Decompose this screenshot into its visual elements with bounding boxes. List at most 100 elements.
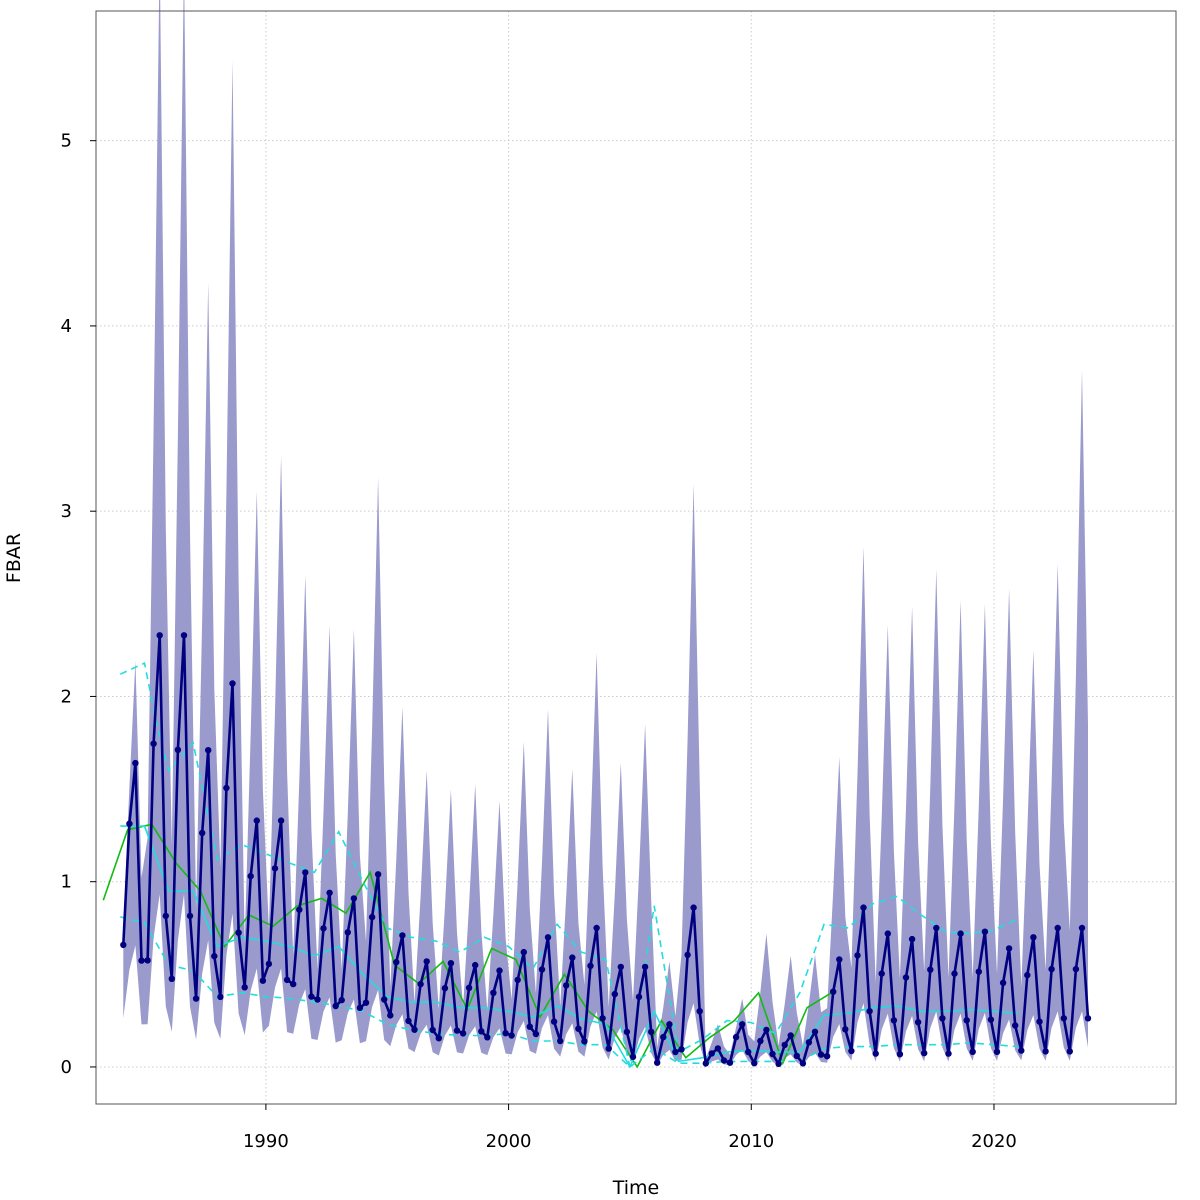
- quarterly-point: [435, 1035, 442, 1042]
- quarterly-point: [502, 1030, 509, 1037]
- quarterly-point: [751, 1060, 758, 1067]
- quarterly-point: [945, 1050, 952, 1057]
- y-tick-label: 1: [61, 872, 72, 893]
- quarterly-point: [429, 1026, 436, 1034]
- y-tick-label: 5: [61, 131, 72, 152]
- quarterly-point: [908, 935, 916, 943]
- confidence-band: [123, 0, 1088, 1066]
- quarterly-point: [902, 974, 910, 981]
- quarterly-point: [296, 906, 303, 913]
- quarterly-point: [557, 1037, 564, 1045]
- quarterly-point: [878, 970, 885, 977]
- quarterly-point: [854, 952, 861, 959]
- quarterly-point: [635, 993, 643, 1001]
- quarterly-point: [842, 1026, 849, 1033]
- quarterly-point: [381, 996, 388, 1003]
- quarterly-point: [1030, 934, 1037, 941]
- quarterly-point: [496, 967, 503, 974]
- quarterly-point: [666, 1021, 673, 1028]
- quarterly-point: [775, 1060, 782, 1068]
- quarterly-point: [283, 976, 291, 984]
- quarterly-point: [544, 934, 552, 941]
- quarterly-point: [696, 1008, 703, 1015]
- y-tick-label: 0: [61, 1057, 72, 1078]
- quarterly-point: [362, 999, 370, 1006]
- quarterly-point: [660, 1033, 667, 1041]
- quarterly-point: [817, 1051, 825, 1058]
- quarterly-point: [884, 930, 891, 937]
- quarterly-point: [253, 817, 260, 824]
- quarterly-point: [1036, 1018, 1043, 1025]
- quarterly-point: [514, 976, 521, 984]
- quarterly-point: [290, 980, 297, 988]
- quarterly-point: [787, 1032, 794, 1039]
- x-tick-label: 1990: [243, 1131, 289, 1152]
- quarterly-point: [247, 872, 254, 880]
- band-area: [123, 0, 1088, 1066]
- y-tick-label: 3: [61, 501, 72, 522]
- quarterly-point: [1005, 945, 1013, 952]
- quarterly-point: [199, 829, 206, 837]
- quarterly-point: [587, 962, 594, 969]
- quarterly-point: [981, 928, 989, 935]
- quarterly-point: [575, 1025, 582, 1032]
- quarterly-point: [1060, 1015, 1068, 1022]
- quarterly-point: [417, 980, 424, 988]
- quarterly-point: [739, 1021, 746, 1028]
- quarterly-point: [308, 993, 315, 1000]
- quarterly-point: [526, 1023, 533, 1030]
- quarterly-point: [641, 963, 649, 971]
- quarterly-line: [122, 635, 1090, 1068]
- quarterly-point: [999, 979, 1007, 986]
- plot-frame: [95, 10, 1177, 1105]
- quarterly-point: [684, 951, 691, 959]
- x-axis: 1990 2000 2010 2020: [243, 1104, 1017, 1152]
- quarterly-point: [690, 904, 697, 911]
- quarterly-point: [520, 948, 527, 956]
- quarterly-point: [350, 895, 358, 902]
- quarterly-point: [180, 632, 188, 639]
- x-axis-label: Time: [612, 1177, 660, 1199]
- quarterly-point: [241, 984, 248, 991]
- quarterly-point: [702, 1060, 709, 1067]
- quarterly-point: [963, 1017, 970, 1024]
- quarterly-point: [811, 1028, 819, 1036]
- quarterly-point: [265, 960, 273, 968]
- quarterly-point: [302, 869, 309, 876]
- quarterly-point: [1054, 924, 1061, 932]
- y-axis-label: FBAR: [3, 533, 25, 583]
- quarterly-point: [314, 996, 321, 1003]
- quarterly-series: [120, 632, 1092, 1068]
- quarterly-point: [423, 958, 430, 965]
- quarterly-point: [405, 1017, 412, 1025]
- quarterly-point: [896, 1051, 904, 1058]
- quarterly-point: [126, 820, 133, 827]
- quarterly-point: [326, 889, 333, 896]
- quarterly-point: [793, 1052, 800, 1060]
- quarterly-point: [921, 1049, 928, 1057]
- interval-dashed-line: [120, 916, 1019, 1068]
- quarterly-point: [629, 1053, 637, 1061]
- y-tick-label: 2: [61, 686, 72, 707]
- x-tick-label: 2010: [728, 1131, 774, 1152]
- quarterly-point: [860, 904, 867, 911]
- quarterly-point: [939, 1015, 946, 1022]
- quarterly-point: [532, 1030, 540, 1038]
- quarterly-point: [781, 1041, 788, 1049]
- quarterly-point: [617, 963, 624, 971]
- quarterly-point: [484, 1034, 491, 1041]
- quarterly-point: [927, 966, 934, 973]
- quarterly-point: [374, 871, 382, 878]
- quarterly-point: [186, 912, 194, 920]
- quarterly-point: [538, 966, 546, 973]
- quarterly-point: [150, 740, 157, 747]
- quarterly-point: [332, 1002, 339, 1010]
- quarterly-point: [338, 996, 345, 1004]
- quarterly-point: [465, 984, 473, 991]
- quarterly-point: [223, 784, 230, 792]
- quarterly-point: [714, 1045, 722, 1052]
- quarterly-point: [823, 1053, 831, 1060]
- quarterly-point: [508, 1032, 515, 1039]
- quarterly-point: [799, 1060, 807, 1067]
- x-tick-label: 2000: [486, 1131, 532, 1152]
